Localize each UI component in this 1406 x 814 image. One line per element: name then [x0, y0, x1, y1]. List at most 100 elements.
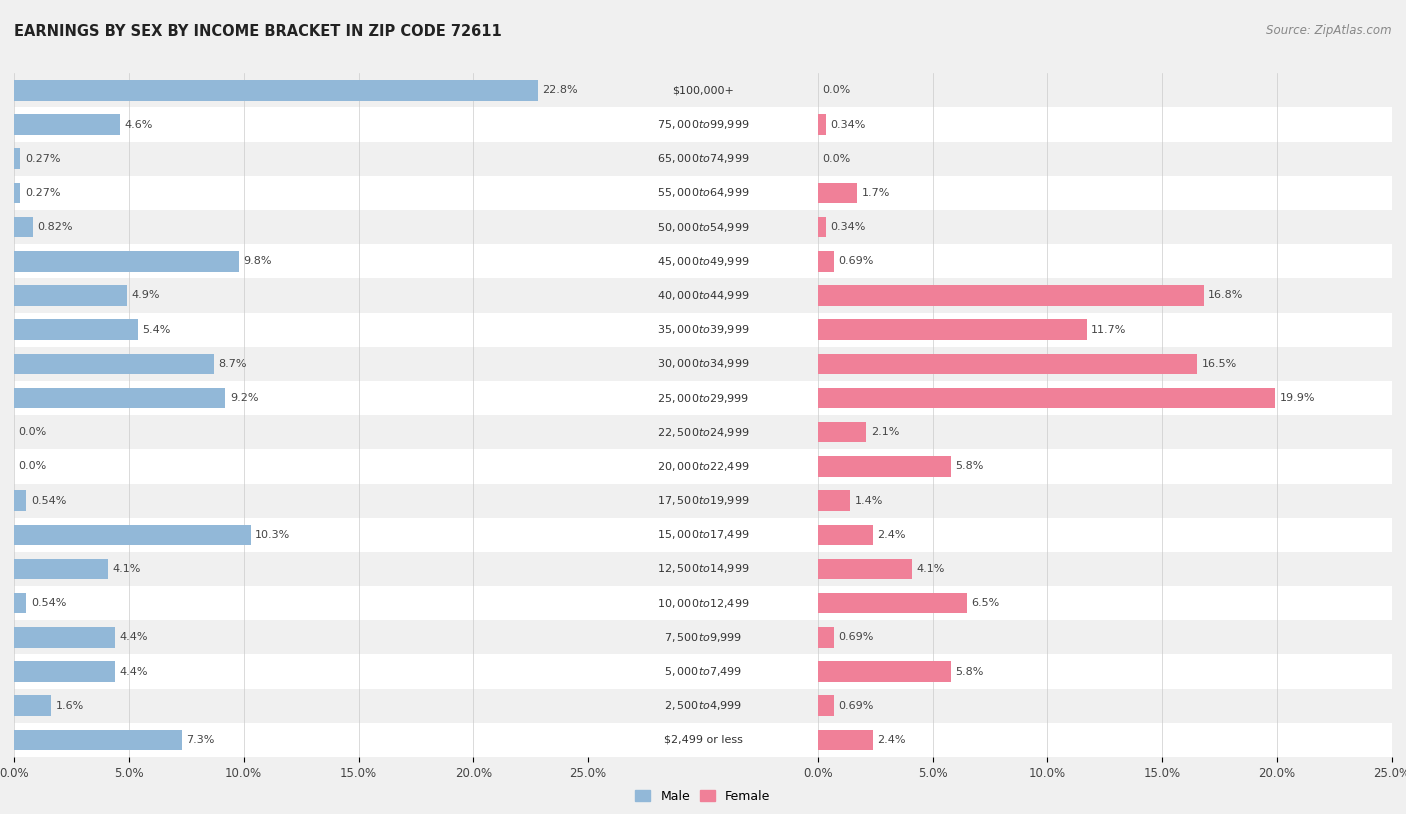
Text: $17,500 to $19,999: $17,500 to $19,999	[657, 494, 749, 507]
Text: 0.0%: 0.0%	[823, 154, 851, 164]
Bar	[0, 313, 1406, 347]
Bar	[818, 729, 873, 751]
Text: $2,500 to $4,999: $2,500 to $4,999	[664, 699, 742, 712]
Bar	[0, 107, 1406, 142]
Text: 0.0%: 0.0%	[18, 462, 46, 471]
Text: 22.8%: 22.8%	[543, 85, 578, 95]
Bar	[14, 490, 27, 511]
Bar	[14, 695, 51, 716]
Bar	[0, 313, 1406, 347]
Text: 1.7%: 1.7%	[862, 188, 890, 198]
Bar	[0, 620, 1406, 654]
Bar	[14, 353, 214, 374]
Text: 0.69%: 0.69%	[838, 632, 873, 642]
Text: 2.4%: 2.4%	[877, 530, 905, 540]
Bar	[818, 593, 967, 614]
Bar	[0, 620, 1406, 654]
Bar	[0, 73, 1406, 107]
Legend: Male, Female: Male, Female	[630, 785, 776, 807]
Bar	[0, 73, 1406, 107]
Bar	[0, 176, 1406, 210]
Text: $2,499 or less: $2,499 or less	[664, 735, 742, 745]
Text: 2.1%: 2.1%	[870, 427, 898, 437]
Text: 19.9%: 19.9%	[1279, 393, 1315, 403]
Bar	[818, 182, 856, 204]
Bar	[0, 449, 1406, 484]
Bar	[0, 142, 1406, 176]
Bar	[0, 347, 1406, 381]
Bar	[0, 415, 1406, 449]
Text: $55,000 to $64,999: $55,000 to $64,999	[657, 186, 749, 199]
Bar	[0, 723, 1406, 757]
Bar	[0, 449, 1406, 484]
Bar	[0, 278, 1406, 313]
Bar	[14, 114, 120, 135]
Bar	[14, 80, 537, 101]
Bar	[0, 210, 1406, 244]
Text: 0.69%: 0.69%	[838, 701, 873, 711]
Bar	[0, 107, 1406, 142]
Bar	[0, 518, 1406, 552]
Bar	[818, 319, 1087, 340]
Text: 6.5%: 6.5%	[972, 598, 1000, 608]
Text: 1.6%: 1.6%	[55, 701, 83, 711]
Bar	[0, 586, 1406, 620]
Bar	[818, 114, 825, 135]
Bar	[0, 381, 1406, 415]
Bar	[14, 661, 115, 682]
Bar	[0, 654, 1406, 689]
Bar	[0, 415, 1406, 449]
Text: $20,000 to $22,499: $20,000 to $22,499	[657, 460, 749, 473]
Bar	[818, 456, 950, 477]
Text: 0.69%: 0.69%	[838, 256, 873, 266]
Text: 0.34%: 0.34%	[830, 222, 866, 232]
Text: 0.0%: 0.0%	[18, 427, 46, 437]
Bar	[0, 176, 1406, 210]
Bar	[818, 353, 1197, 374]
Bar	[0, 689, 1406, 723]
Text: $65,000 to $74,999: $65,000 to $74,999	[657, 152, 749, 165]
Bar	[0, 244, 1406, 278]
Bar	[14, 148, 20, 169]
Text: $7,500 to $9,999: $7,500 to $9,999	[664, 631, 742, 644]
Bar	[14, 251, 239, 272]
Bar	[818, 695, 834, 716]
Bar	[818, 558, 912, 580]
Text: Source: ZipAtlas.com: Source: ZipAtlas.com	[1267, 24, 1392, 37]
Bar	[0, 176, 1406, 210]
Bar	[0, 381, 1406, 415]
Bar	[818, 490, 851, 511]
Bar	[14, 558, 108, 580]
Bar	[14, 627, 115, 648]
Bar	[0, 381, 1406, 415]
Text: 0.34%: 0.34%	[830, 120, 866, 129]
Bar	[0, 347, 1406, 381]
Text: $45,000 to $49,999: $45,000 to $49,999	[657, 255, 749, 268]
Bar	[14, 217, 32, 238]
Bar	[818, 627, 834, 648]
Bar	[0, 552, 1406, 586]
Bar	[0, 484, 1406, 518]
Bar	[0, 552, 1406, 586]
Bar	[14, 285, 127, 306]
Bar	[818, 422, 866, 443]
Text: 0.27%: 0.27%	[25, 188, 60, 198]
Text: 16.5%: 16.5%	[1201, 359, 1237, 369]
Bar	[0, 347, 1406, 381]
Bar	[0, 142, 1406, 176]
Text: $22,500 to $24,999: $22,500 to $24,999	[657, 426, 749, 439]
Bar	[0, 73, 1406, 107]
Text: 7.3%: 7.3%	[186, 735, 215, 745]
Bar	[0, 654, 1406, 689]
Text: 9.2%: 9.2%	[231, 393, 259, 403]
Bar	[0, 723, 1406, 757]
Bar	[818, 251, 834, 272]
Bar	[0, 689, 1406, 723]
Text: $50,000 to $54,999: $50,000 to $54,999	[657, 221, 749, 234]
Text: 0.82%: 0.82%	[38, 222, 73, 232]
Bar	[0, 723, 1406, 757]
Text: 2.4%: 2.4%	[877, 735, 905, 745]
Text: 4.1%: 4.1%	[112, 564, 141, 574]
Text: 4.6%: 4.6%	[124, 120, 153, 129]
Text: 16.8%: 16.8%	[1208, 291, 1243, 300]
